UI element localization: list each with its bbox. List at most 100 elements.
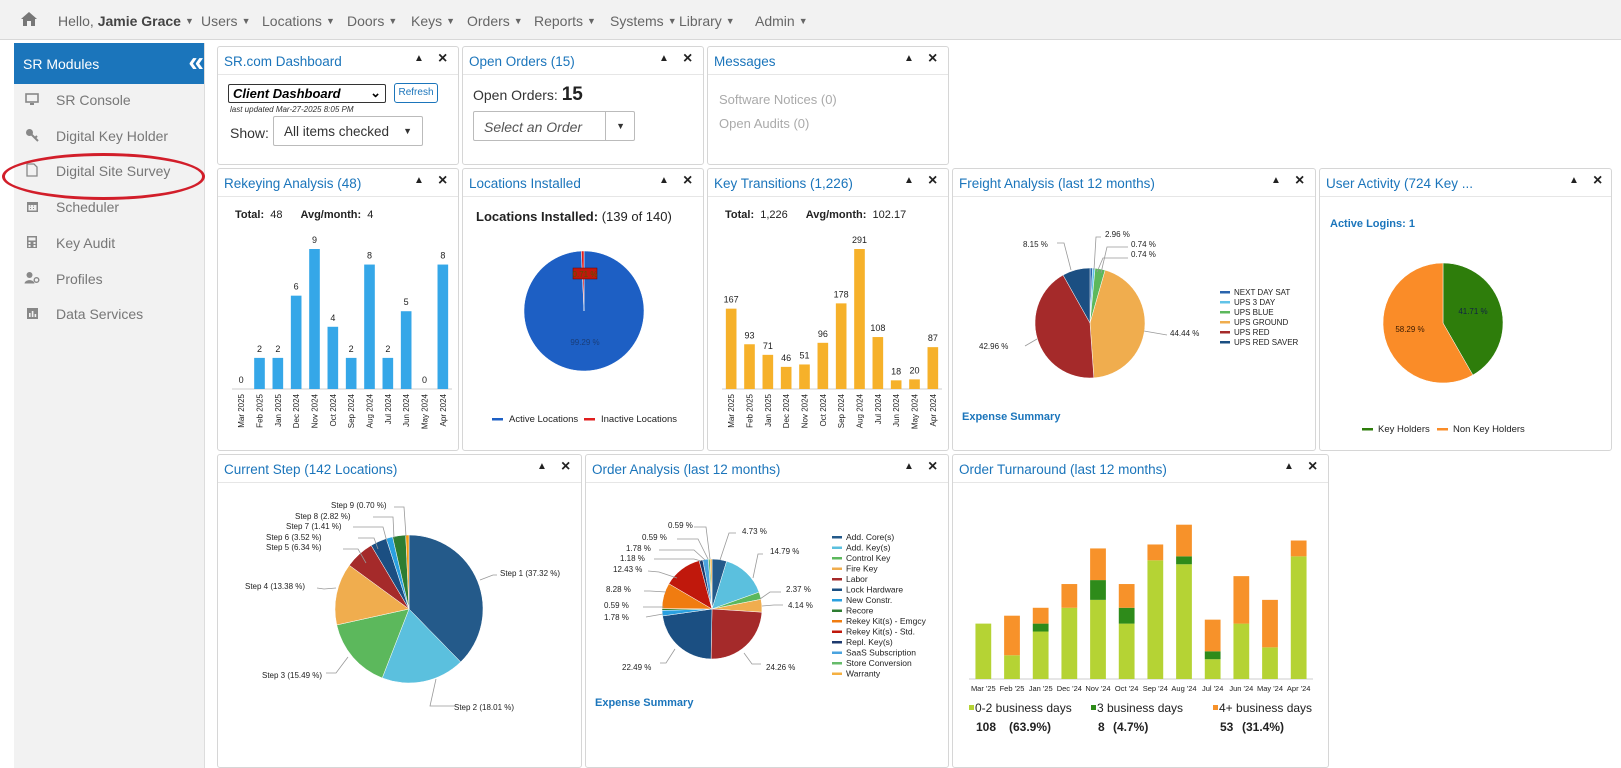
close-panel-icon[interactable]: × xyxy=(1593,172,1603,189)
legend-label: Add. Core(s) xyxy=(846,532,894,542)
order-turnaround-stacked-bar-chart: Mar '25 Feb '25 Jan '25 Dec '24 Nov '24 Oct '… xyxy=(969,524,1313,734)
nav-menu-doors[interactable]: Doors ▼ xyxy=(347,13,397,29)
close-panel-icon[interactable]: × xyxy=(438,50,448,67)
collapse-panel-icon[interactable]: ▲ xyxy=(537,461,547,472)
slice-label: 8.15 % xyxy=(1023,240,1048,249)
nav-menu-admin[interactable]: Admin ▼ xyxy=(755,13,808,29)
caret-down-icon: ▼ xyxy=(325,16,335,26)
collapse-panel-icon[interactable]: ▲ xyxy=(414,53,424,64)
data-label: 167 xyxy=(724,295,739,305)
tick-label: Nov 2024 xyxy=(801,393,810,428)
bar xyxy=(345,357,357,389)
panel-title: Current Step (142 Locations) xyxy=(224,462,398,477)
nav-menu-orders[interactable]: Orders ▼ xyxy=(467,13,523,29)
panel-title: Order Analysis (last 12 months) xyxy=(592,462,781,477)
collapse-panel-icon[interactable]: ▲ xyxy=(904,461,914,472)
nav-menu-reports[interactable]: Reports ▼ xyxy=(534,13,596,29)
collapse-panel-icon[interactable]: ▲ xyxy=(1284,461,1294,472)
sidebar-item-key-audit[interactable]: Key Audit xyxy=(14,228,205,258)
dashboard-select[interactable]: Client Dashboard ⌄ xyxy=(228,84,386,103)
sidebar-item-scheduler[interactable]: Scheduler xyxy=(14,192,205,222)
sidebar-item-profiles[interactable]: Profiles xyxy=(14,264,205,294)
legend-swatch xyxy=(1220,331,1230,334)
sidebar-item-label: SR Console xyxy=(56,92,131,108)
expense-summary-link[interactable]: Expense Summary xyxy=(595,697,694,709)
legend-total-count: 53 xyxy=(1220,720,1234,734)
tick-label: Nov '24 xyxy=(1085,684,1110,693)
panel-rekeying-analysis: Rekeying Analysis (48) ▲ × Total: 48 Avg/… xyxy=(217,168,459,451)
data-label: 6 xyxy=(294,282,299,292)
close-panel-icon[interactable]: × xyxy=(683,172,693,189)
nav-menu-label: Library xyxy=(679,13,722,29)
slice-label: 42.96 % xyxy=(979,342,1008,351)
sidebar-item-digital-key-holder[interactable]: Digital Key Holder xyxy=(14,121,205,151)
legend-total-pct: (31.4%) xyxy=(1242,720,1284,734)
close-panel-icon[interactable]: × xyxy=(928,172,938,189)
bar xyxy=(309,249,320,389)
nav-menu-library[interactable]: Library ▼ xyxy=(679,13,735,29)
tick-label: Aug '24 xyxy=(1171,684,1196,693)
sidebar-item-label: Scheduler xyxy=(56,199,120,216)
panel-order-turnaround: Order Turnaround (last 12 months) ▲ × Mar… xyxy=(952,454,1329,768)
bar-segment xyxy=(1061,584,1078,608)
close-panel-icon[interactable]: × xyxy=(561,458,571,475)
legend-label: Repl. Key(s) xyxy=(846,637,893,647)
collapse-panel-icon[interactable]: ▲ xyxy=(659,175,669,186)
nav-menu-systems[interactable]: Systems ▼ xyxy=(610,13,677,29)
leader-line xyxy=(394,506,407,537)
collapse-panel-icon[interactable]: ▲ xyxy=(1569,175,1579,186)
slice-label: 58.29 % xyxy=(1395,325,1424,334)
nav-menu-label: Users xyxy=(201,13,238,29)
bar xyxy=(327,326,339,389)
bar xyxy=(382,357,394,389)
slice-label: 24.26 % xyxy=(766,663,795,672)
user-menu[interactable]: Hello, Jamie Grace ▼ xyxy=(58,13,194,29)
slice-label: 12.43 % xyxy=(613,565,642,574)
close-panel-icon[interactable]: × xyxy=(1308,458,1318,475)
open-audits-link[interactable]: Open Audits (0) xyxy=(719,116,810,131)
collapse-panel-icon[interactable]: ▲ xyxy=(1271,175,1281,186)
sidebar-header: SR Modules « xyxy=(14,43,204,84)
pie-slice xyxy=(408,534,484,663)
tick-label: Apr '24 xyxy=(1287,684,1311,693)
collapse-panel-icon[interactable]: ▲ xyxy=(659,53,669,64)
expense-summary-link[interactable]: Expense Summary xyxy=(962,411,1061,423)
collapse-panel-icon[interactable]: ▲ xyxy=(904,175,914,186)
close-panel-icon[interactable]: × xyxy=(683,50,693,67)
bar-segment xyxy=(1204,659,1221,679)
legend-label: UPS RED SAVER xyxy=(1234,338,1299,347)
sidebar-item-data-services[interactable]: Data Services xyxy=(14,299,205,329)
collapse-sidebar-icon[interactable]: « xyxy=(188,46,203,77)
slice-label: 0.59 % xyxy=(604,601,629,610)
bar-segment xyxy=(1118,584,1135,608)
tick-label: Jul '24 xyxy=(1202,684,1223,693)
close-panel-icon[interactable]: × xyxy=(928,458,938,475)
avg-label: Avg/month: xyxy=(300,209,362,221)
pie-slice xyxy=(1062,267,1091,324)
refresh-button[interactable]: Refresh xyxy=(394,83,438,103)
annotation-circle xyxy=(2,153,205,200)
home-icon[interactable] xyxy=(20,11,38,27)
close-panel-icon[interactable]: × xyxy=(928,50,938,67)
collapse-panel-icon[interactable]: ▲ xyxy=(414,175,424,186)
panel-dashboard: SR.com Dashboard ▲ × Client Dashboard ⌄ R… xyxy=(217,46,459,165)
locations-pie-chart: 0.71 % 99.29 % Active Locations Inactive Lo… xyxy=(492,250,677,425)
nav-menu-locations[interactable]: Locations ▼ xyxy=(262,13,335,29)
slice-label: Step 1 (37.32 %) xyxy=(500,569,560,578)
nav-menu-users[interactable]: Users ▼ xyxy=(201,13,250,29)
order-select[interactable]: Select an Order ▼ xyxy=(473,111,635,141)
close-panel-icon[interactable]: × xyxy=(1295,172,1305,189)
show-filter-select[interactable]: All items checked ▼ xyxy=(273,116,423,146)
tick-label: Feb 2025 xyxy=(746,393,755,427)
sidebar-item-sr-console[interactable]: SR Console xyxy=(14,85,205,115)
close-panel-icon[interactable]: × xyxy=(438,172,448,189)
collapse-panel-icon[interactable]: ▲ xyxy=(904,53,914,64)
legend-swatch xyxy=(832,662,842,665)
legend-swatch xyxy=(1220,291,1230,294)
software-notices-link[interactable]: Software Notices (0) xyxy=(719,92,837,107)
panel-title: Messages xyxy=(714,54,776,69)
last-updated-text: last updated Mar-27-2025 8:05 PM xyxy=(230,105,354,114)
data-label: 2 xyxy=(349,344,354,354)
legend-label: Lock Hardware xyxy=(846,585,903,595)
nav-menu-keys[interactable]: Keys ▼ xyxy=(411,13,455,29)
